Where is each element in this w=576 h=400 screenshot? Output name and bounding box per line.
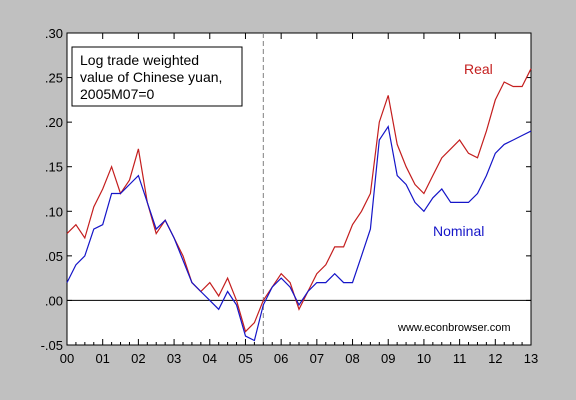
x-tick-label: 07 — [310, 351, 324, 366]
x-tick-label: 06 — [274, 351, 288, 366]
x-tick-label: 03 — [167, 351, 181, 366]
annotation-frame — [71, 46, 243, 107]
annotation-box: Log trade weighted value of Chinese yuan… — [71, 46, 243, 107]
annotation-line-1: Log trade weighted — [80, 52, 199, 68]
y-tick-label: .00 — [45, 293, 63, 308]
y-axis: .30 .25 .20 .15 .10 .05 .00 -.05 — [41, 26, 531, 353]
y-tick-label: .15 — [45, 160, 63, 175]
x-tick-label: 08 — [345, 351, 359, 366]
x-tick-label: 10 — [417, 351, 431, 366]
x-tick-label: 09 — [381, 351, 395, 366]
series-line-real — [66, 68, 532, 333]
x-tick-label: 12 — [488, 351, 502, 366]
annotation-line-2: value of Chinese yuan, — [80, 69, 222, 85]
x-tick-label: 11 — [453, 351, 467, 366]
annotation-line-3: 2005M07=0 — [80, 86, 155, 102]
x-tick-label: 04 — [203, 351, 217, 366]
x-tick-label: 02 — [131, 351, 145, 366]
series-label-real: Real — [464, 61, 493, 77]
x-tick-label: 01 — [95, 351, 109, 366]
y-tick-label: -.05 — [41, 338, 63, 353]
x-tick-label: 13 — [524, 351, 538, 366]
watermark: www.econbrowser.com — [397, 322, 511, 334]
x-tick-label: 00 — [60, 351, 74, 366]
y-tick-label: .25 — [45, 71, 63, 86]
series-line-nominal — [66, 125, 532, 342]
y-tick-label: .05 — [45, 249, 63, 264]
y-tick-label: .10 — [45, 204, 63, 219]
y-tick-label: .20 — [45, 115, 63, 130]
x-tick-label: 05 — [238, 351, 252, 366]
series-label-nominal: Nominal — [433, 223, 484, 239]
y-tick-label: .30 — [45, 26, 63, 41]
x-axis: 00 01 02 03 04 05 06 07 08 09 10 11 12 13 — [60, 33, 538, 366]
